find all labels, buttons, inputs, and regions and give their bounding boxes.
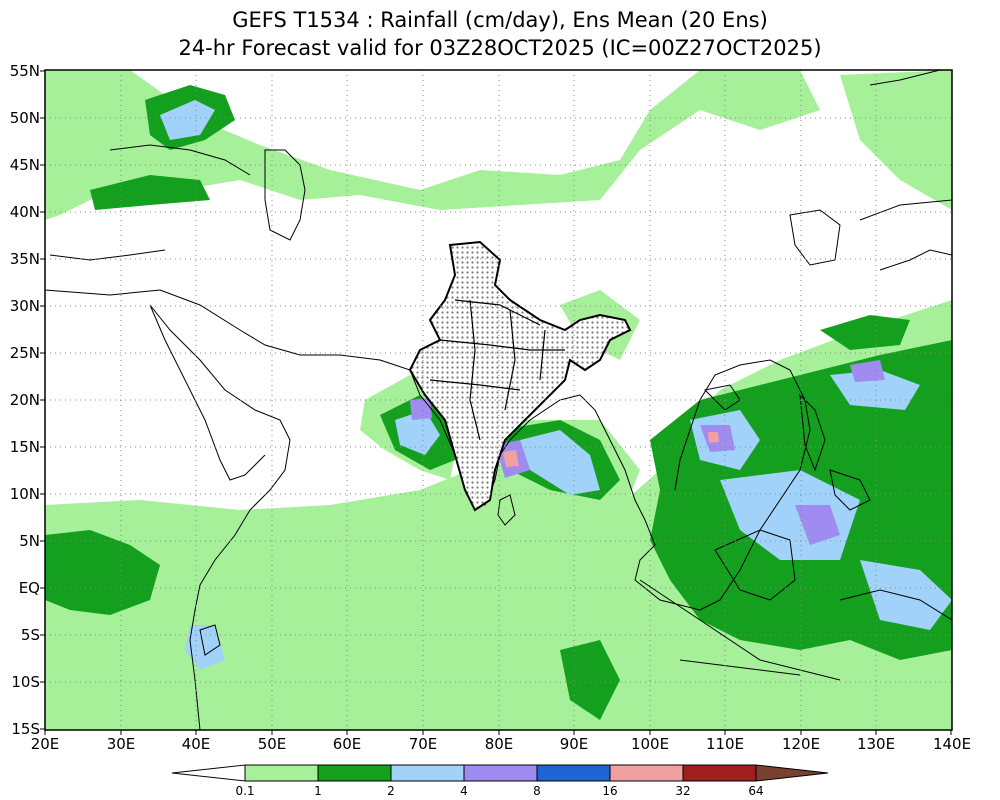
map-grid — [45, 70, 952, 730]
lon-label: 120E — [781, 735, 821, 753]
colorbar-label: 2 — [387, 784, 395, 798]
india-state-borders — [429, 299, 565, 441]
colorbar-label: 64 — [748, 784, 764, 798]
lat-label: 10N — [9, 485, 40, 503]
lon-label: 40E — [181, 735, 211, 753]
axis-ticks — [40, 70, 952, 735]
lon-label: 70E — [408, 735, 438, 753]
colorbar-bin-6 — [609, 764, 684, 782]
colorbar-label: 0.1 — [235, 784, 255, 798]
colorbar-bin-4 — [463, 764, 538, 782]
colorbar-label: 16 — [602, 784, 618, 798]
lon-label: 100E — [630, 735, 670, 753]
colorbar — [171, 764, 829, 782]
lon-label: 20E — [30, 735, 60, 753]
lat-label: 35N — [9, 250, 40, 268]
colorbar-label: 8 — [533, 784, 541, 798]
lon-label: 140E — [932, 735, 972, 753]
lat-label: 25N — [9, 344, 40, 362]
lon-label: 30E — [106, 735, 136, 753]
lat-label: 40N — [9, 203, 40, 221]
map-title-line2: 24-hr Forecast valid for 03Z28OCT2025 (I… — [178, 36, 822, 60]
colorbar-bin-2 — [317, 764, 392, 782]
lat-label: 45N — [9, 156, 40, 174]
lat-label: 55N — [9, 62, 40, 80]
lon-label: 90E — [559, 735, 589, 753]
lon-label: 60E — [332, 735, 362, 753]
colorbar-bin-1 — [244, 764, 319, 782]
lon-label: 130E — [856, 735, 896, 753]
lat-label: 15S — [11, 720, 40, 738]
lat-label: 20N — [9, 391, 40, 409]
lat-label: 10S — [11, 673, 40, 691]
lon-label: 80E — [484, 735, 514, 753]
lat-label: EQ — [18, 579, 40, 597]
lat-label: 5S — [20, 626, 40, 644]
colorbar-over — [755, 764, 829, 782]
colorbar-under — [171, 764, 246, 782]
rainfall-pink — [503, 432, 719, 467]
colorbar-label: 1 — [314, 784, 322, 798]
colorbar-bin-7 — [682, 764, 757, 782]
lat-label: 30N — [9, 297, 40, 315]
colorbar-label: 32 — [675, 784, 691, 798]
lon-label: 50E — [257, 735, 287, 753]
map-title-line1: GEFS T1534 : Rainfall (cm/day), Ens Mean… — [232, 8, 768, 32]
lon-label: 110E — [705, 735, 745, 753]
lat-label: 50N — [9, 109, 40, 127]
lat-label: 15N — [9, 438, 40, 456]
lat-label: 5N — [19, 532, 40, 550]
colorbar-bin-5 — [536, 764, 611, 782]
colorbar-label: 4 — [460, 784, 468, 798]
colorbar-bin-3 — [390, 764, 465, 782]
